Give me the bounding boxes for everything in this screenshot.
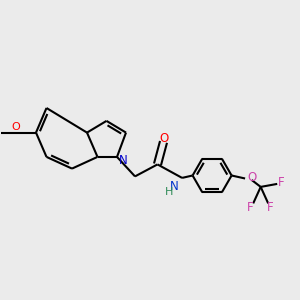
Text: O: O <box>248 171 257 184</box>
Text: F: F <box>247 201 253 214</box>
Text: F: F <box>278 176 285 190</box>
Text: N: N <box>118 154 127 167</box>
Text: H: H <box>165 187 174 197</box>
Text: F: F <box>266 201 273 214</box>
Text: O: O <box>11 122 20 132</box>
Text: O: O <box>160 132 169 145</box>
Text: N: N <box>170 180 179 194</box>
